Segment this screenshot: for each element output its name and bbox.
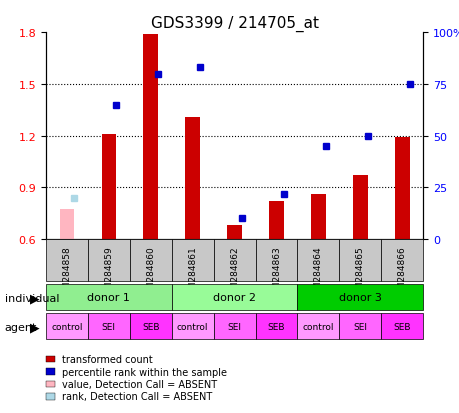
Text: GSM284865: GSM284865 (355, 246, 364, 300)
Text: individual: individual (5, 293, 59, 303)
FancyBboxPatch shape (171, 240, 213, 281)
Text: GSM284860: GSM284860 (146, 246, 155, 300)
FancyBboxPatch shape (88, 313, 129, 339)
Text: GSM284864: GSM284864 (313, 246, 322, 300)
FancyBboxPatch shape (255, 313, 297, 339)
Text: control: control (51, 322, 83, 331)
Bar (269, 202, 283, 240)
FancyBboxPatch shape (255, 240, 297, 281)
FancyBboxPatch shape (213, 240, 255, 281)
Bar (310, 195, 325, 240)
Text: transformed count: transformed count (62, 354, 152, 364)
Text: donor 2: donor 2 (213, 292, 256, 302)
FancyBboxPatch shape (297, 284, 422, 311)
FancyBboxPatch shape (381, 313, 422, 339)
FancyBboxPatch shape (339, 240, 381, 281)
Text: agent: agent (5, 322, 37, 332)
FancyBboxPatch shape (88, 240, 129, 281)
Bar (394, 138, 409, 240)
Text: percentile rank within the sample: percentile rank within the sample (62, 367, 227, 377)
FancyBboxPatch shape (213, 313, 255, 339)
FancyBboxPatch shape (46, 284, 171, 311)
FancyBboxPatch shape (297, 313, 339, 339)
Text: SEB: SEB (267, 322, 285, 331)
Text: SEB: SEB (392, 322, 410, 331)
FancyBboxPatch shape (297, 240, 339, 281)
FancyBboxPatch shape (46, 240, 88, 281)
Text: GSM284863: GSM284863 (271, 246, 280, 300)
FancyBboxPatch shape (171, 313, 213, 339)
FancyBboxPatch shape (171, 284, 297, 311)
Bar (352, 176, 367, 240)
FancyBboxPatch shape (46, 313, 88, 339)
Text: rank, Detection Call = ABSENT: rank, Detection Call = ABSENT (62, 392, 212, 401)
Text: donor 3: donor 3 (338, 292, 381, 302)
Text: donor 1: donor 1 (87, 292, 130, 302)
FancyBboxPatch shape (381, 240, 422, 281)
Text: SEI: SEI (227, 322, 241, 331)
Text: GSM284862: GSM284862 (230, 246, 239, 300)
FancyBboxPatch shape (129, 240, 171, 281)
Text: GSM284866: GSM284866 (397, 246, 406, 300)
FancyBboxPatch shape (129, 313, 171, 339)
Text: ▶: ▶ (29, 292, 39, 305)
Bar (185, 117, 200, 240)
Bar (60, 209, 74, 240)
Text: GSM284858: GSM284858 (62, 246, 71, 300)
Text: GSM284859: GSM284859 (104, 246, 113, 300)
Text: control: control (177, 322, 208, 331)
Text: SEB: SEB (142, 322, 159, 331)
Text: value, Detection Call = ABSENT: value, Detection Call = ABSENT (62, 379, 217, 389)
Bar (143, 35, 158, 240)
Bar (227, 226, 241, 240)
Title: GDS3399 / 214705_at: GDS3399 / 214705_at (150, 16, 318, 32)
Text: GSM284861: GSM284861 (188, 246, 197, 300)
Text: control: control (302, 322, 333, 331)
Text: SEI: SEI (101, 322, 116, 331)
FancyBboxPatch shape (339, 313, 381, 339)
Bar (101, 135, 116, 240)
Text: ▶: ▶ (29, 320, 39, 334)
Text: SEI: SEI (353, 322, 367, 331)
